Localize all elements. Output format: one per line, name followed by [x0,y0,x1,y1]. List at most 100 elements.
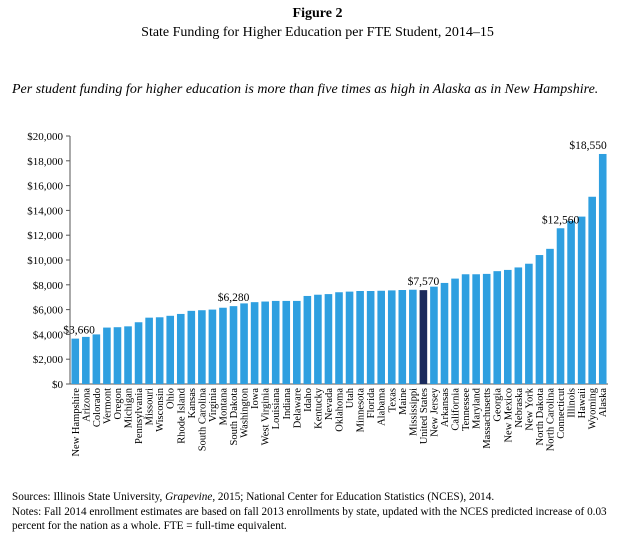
x-category-label: Alabama [377,388,388,426]
bar [293,300,301,384]
data-label: $3,660 [63,324,95,337]
bar [282,300,291,384]
data-label: $6,280 [218,291,250,304]
bar [92,334,101,384]
bar [166,315,175,384]
x-category-label: Washington [240,387,251,438]
bar [187,310,196,384]
bar [409,289,417,384]
bar [134,322,143,384]
figure-title: State Funding for Higher Education per F… [141,25,494,40]
bar [546,248,554,384]
bar [103,327,111,384]
bar [440,282,449,384]
bar [366,291,375,384]
bar [303,295,312,384]
x-category-label: Connecticut [556,388,567,439]
bar [451,278,459,384]
figure-label: Figure 2 [292,6,343,21]
x-category-label: Nevada [324,388,335,420]
x-category-label: Minnesota [356,388,367,433]
x-category-label: South Carolina [197,388,208,452]
bar [398,290,407,384]
y-tick-label: $0 [52,379,64,391]
bar [113,327,122,384]
x-category-label: Wisconsin [155,387,166,432]
x-category-label: Hawaii [577,388,588,418]
data-label: $12,560 [542,213,580,226]
y-tick-label: $20,000 [27,131,63,143]
y-tick-label: $14,000 [27,205,63,217]
x-category-label: Vermont [102,388,113,424]
sources-prefix: Sources: Illinois State University, [12,491,166,503]
x-category-label: Michigan [124,387,135,428]
x-category-label: Arkansas [440,388,451,427]
bar [567,220,575,384]
x-category-label: Maryland [472,387,483,429]
x-category-label: Arizona [81,388,92,422]
x-category-label: Illinois [567,388,578,418]
x-category-label: North Dakota [535,388,546,446]
x-category-label: Georgia [493,388,504,422]
bar [461,274,470,384]
bar [472,274,480,384]
x-category-label: West Virginia [261,388,272,446]
y-tick-label: $12,000 [27,230,63,242]
data-label: $7,570 [408,275,440,288]
x-category-label: Montana [218,388,229,426]
x-category-label: Tennessee [461,388,472,431]
data-label: $18,550 [569,139,607,152]
sources-suffix: , 2015; National Center for Education St… [212,491,495,503]
bar [219,307,227,384]
bar [419,290,428,384]
sources-publication: Grapevine [165,491,213,503]
x-category-label: Kansas [187,388,198,418]
y-tick-label: $16,000 [27,181,63,193]
bar [503,269,512,384]
x-category-label: Louisiana [271,388,282,430]
bar [335,292,343,384]
x-category-label: Indiana [282,388,293,420]
x-category-label: North Carolina [545,388,556,452]
bar [535,255,544,384]
x-category-label: New Mexico [503,388,514,443]
x-category-label: Rhode Island [176,387,187,443]
x-category-label: Kentucky [313,387,324,429]
bar [314,294,322,384]
bar [155,317,164,384]
bar [598,153,607,384]
x-category-label: Texas [387,388,398,412]
x-category-label: Iowa [250,388,261,409]
bar [71,338,80,384]
bar [208,309,217,384]
x-category-label: Utah [345,387,356,408]
bar [324,294,333,384]
x-category-label: Oregon [113,387,124,419]
bar [556,228,565,384]
x-category-label: Alaska [598,388,609,417]
notes-text: Notes: Fall 2014 enrollment estimates ar… [12,506,607,532]
bar [577,216,586,384]
bar [250,302,259,384]
bar [482,273,491,384]
bar [271,300,280,384]
bar-chart: $0 $2,000 $4,000 $6,000 $8,000 $10,000 $12,000… [27,131,609,457]
bar [356,291,364,384]
x-category-label: Delaware [292,388,303,429]
x-category-label: United States [419,388,430,444]
y-tick-label: $6,000 [33,305,64,317]
bar [588,196,596,384]
bar [124,326,132,384]
bar [514,267,523,384]
x-category-label: Wyoming [588,387,599,429]
x-category-label: Florida [366,388,377,419]
x-category-label: New Hampshire [71,388,82,457]
x-category-label: Pennsylvania [134,388,145,444]
x-category-label: Missouri [145,388,156,425]
y-tick-label: $18,000 [27,156,63,168]
y-tick-label: $4,000 [33,329,64,341]
bar [176,313,185,384]
y-tick-label: $8,000 [33,280,64,292]
bar [387,290,396,384]
x-category-label: Massachusetts [482,388,493,449]
